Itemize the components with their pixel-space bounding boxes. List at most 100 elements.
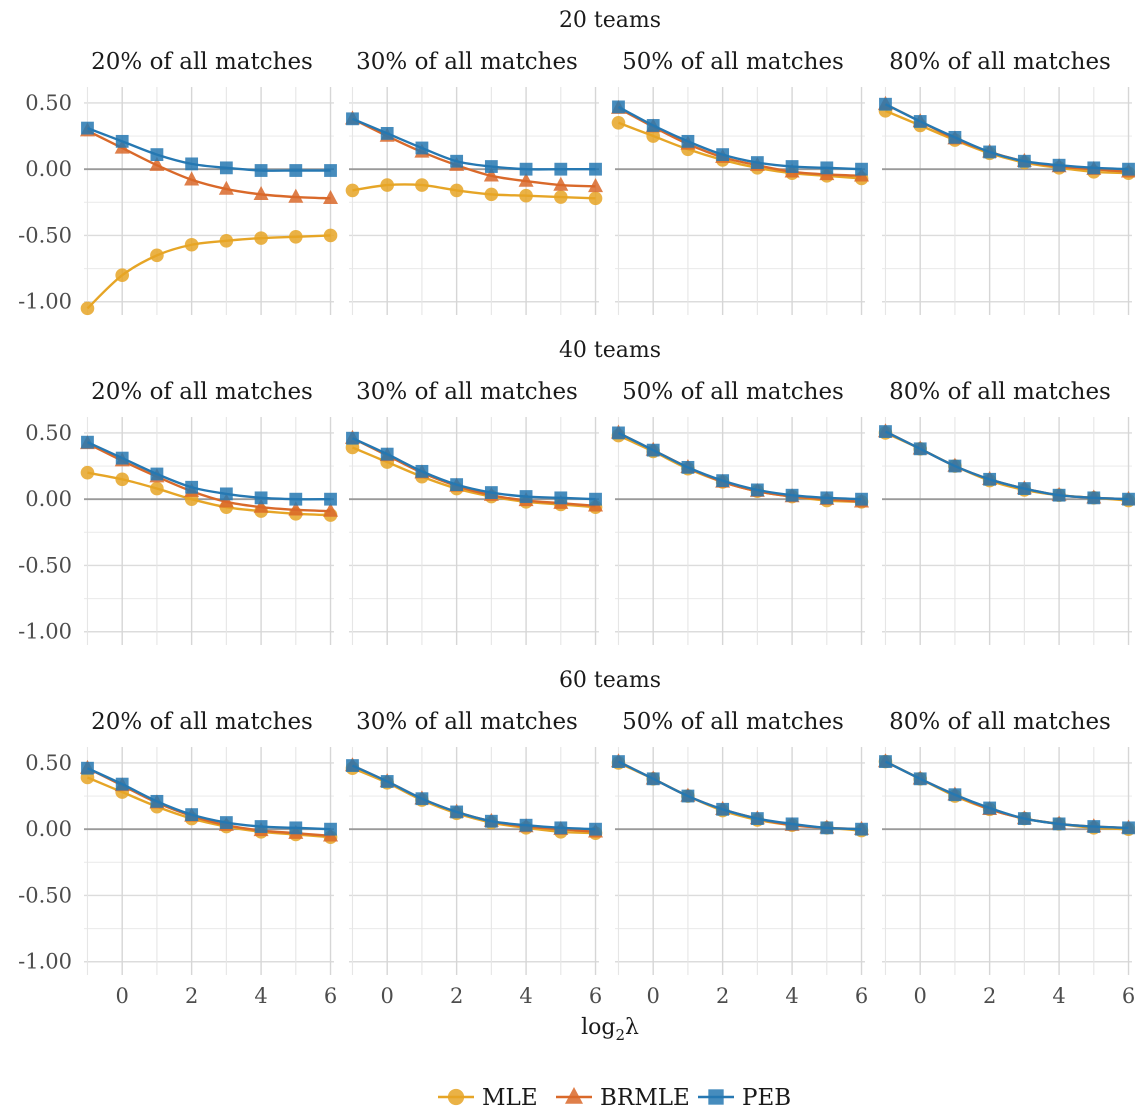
panel: 50% of all matches bbox=[610, 49, 870, 315]
x-tick-label: 4 bbox=[785, 984, 798, 1008]
data-point bbox=[218, 180, 234, 195]
x-tick-label: 2 bbox=[185, 984, 198, 1008]
data-point bbox=[785, 817, 799, 831]
series-peb bbox=[612, 100, 868, 176]
series-peb bbox=[346, 431, 602, 506]
series-line bbox=[617, 760, 862, 831]
data-point bbox=[323, 228, 338, 243]
data-point bbox=[553, 176, 569, 191]
data-point bbox=[254, 231, 268, 245]
x-axis-title-main: log bbox=[581, 1015, 615, 1040]
data-point bbox=[646, 129, 660, 143]
series-line bbox=[351, 437, 596, 501]
data-point bbox=[983, 801, 997, 815]
data-point bbox=[855, 162, 868, 176]
series-line bbox=[352, 117, 596, 171]
panel-title: 80% of all matches bbox=[889, 379, 1111, 405]
data-point bbox=[646, 443, 660, 457]
data-point bbox=[345, 183, 360, 198]
data-point bbox=[150, 467, 164, 481]
legend-item-brmle: BRMLE bbox=[556, 1085, 690, 1111]
data-point bbox=[611, 115, 626, 130]
panel: 80% of all matches 0 2 4 6 bbox=[877, 709, 1135, 1008]
data-point bbox=[149, 156, 165, 171]
data-point bbox=[80, 301, 95, 316]
series-peb bbox=[612, 755, 868, 836]
panel: 50% of all matches bbox=[610, 379, 870, 645]
panel: 20% of all matches 0.50 0.00 -0.50 -1.00 bbox=[18, 379, 339, 645]
data-point bbox=[415, 178, 429, 192]
series-peb bbox=[879, 755, 1135, 835]
data-point bbox=[1017, 812, 1031, 825]
data-point bbox=[289, 229, 303, 244]
data-point bbox=[450, 154, 464, 168]
panel: 20% of all matches 0.50 0.00 -0.50 -1.00 bbox=[18, 49, 339, 316]
series-mle bbox=[345, 178, 603, 206]
data-point bbox=[115, 268, 129, 283]
x-tick-label: 6 bbox=[324, 984, 337, 1008]
data-point bbox=[253, 186, 269, 201]
panel-title: 80% of all matches bbox=[889, 49, 1111, 75]
data-point bbox=[289, 164, 303, 177]
data-point bbox=[554, 821, 568, 835]
data-point bbox=[589, 492, 602, 506]
data-point bbox=[750, 812, 764, 825]
series-peb bbox=[879, 97, 1135, 176]
data-point bbox=[681, 789, 695, 803]
data-point bbox=[346, 759, 359, 772]
panel: 30% of all matches 0 2 4 6 bbox=[344, 709, 604, 1008]
y-tick-label: -1.00 bbox=[18, 290, 72, 314]
series-line bbox=[86, 767, 331, 831]
data-point bbox=[1122, 821, 1135, 835]
data-point bbox=[450, 805, 464, 819]
data-point bbox=[150, 248, 164, 263]
data-point bbox=[519, 490, 533, 503]
data-point bbox=[254, 164, 268, 177]
data-point bbox=[1087, 820, 1101, 833]
x-tick-label: 4 bbox=[254, 984, 267, 1008]
data-point bbox=[380, 775, 394, 788]
x-tick-label: 4 bbox=[519, 984, 532, 1008]
panel-title: 80% of all matches bbox=[889, 709, 1111, 735]
y-tick-label: -0.50 bbox=[18, 883, 72, 907]
legend-label: MLE bbox=[482, 1085, 538, 1111]
panel: 80% of all matches bbox=[877, 379, 1135, 645]
y-tick-label: 0.00 bbox=[25, 817, 72, 841]
svg-text:log2λ: log2λ bbox=[581, 1015, 639, 1044]
data-point bbox=[1052, 817, 1066, 831]
data-point bbox=[554, 190, 568, 204]
legend-item-mle: MLE bbox=[438, 1085, 538, 1111]
y-tick-label: -1.00 bbox=[18, 620, 72, 644]
data-point bbox=[81, 761, 94, 775]
data-point bbox=[983, 472, 997, 486]
data-point bbox=[184, 171, 200, 186]
x-axis-title-tail: λ bbox=[625, 1015, 639, 1040]
data-point bbox=[681, 134, 695, 148]
data-point bbox=[415, 464, 429, 478]
series-line bbox=[884, 430, 1129, 501]
series-mle bbox=[80, 228, 338, 316]
data-point bbox=[948, 130, 962, 144]
data-point bbox=[253, 498, 269, 513]
data-point bbox=[518, 172, 534, 187]
data-point bbox=[415, 141, 429, 155]
data-point bbox=[1087, 161, 1101, 175]
data-point bbox=[1122, 162, 1135, 176]
data-point bbox=[879, 755, 892, 768]
data-point bbox=[184, 237, 199, 252]
panel-title: 20% of all matches bbox=[91, 709, 313, 735]
panel-title: 50% of all matches bbox=[622, 49, 844, 75]
data-point bbox=[879, 425, 892, 438]
data-point bbox=[716, 474, 730, 488]
data-point bbox=[750, 483, 764, 497]
legend-key-marker bbox=[447, 1088, 465, 1106]
series-peb bbox=[346, 759, 602, 836]
data-point bbox=[589, 822, 602, 836]
data-point bbox=[115, 777, 129, 791]
legend-key-marker bbox=[708, 1089, 724, 1105]
data-point bbox=[219, 487, 233, 501]
data-point bbox=[750, 156, 764, 169]
data-point bbox=[913, 115, 927, 128]
legend-key-marker bbox=[565, 1086, 583, 1104]
